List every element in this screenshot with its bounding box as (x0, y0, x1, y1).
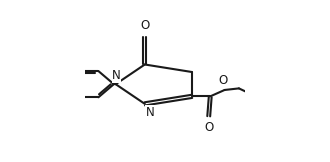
Text: O: O (219, 74, 228, 87)
Text: O: O (204, 121, 213, 133)
Text: N: N (146, 106, 155, 119)
Text: N: N (112, 69, 121, 82)
Text: O: O (140, 19, 149, 32)
